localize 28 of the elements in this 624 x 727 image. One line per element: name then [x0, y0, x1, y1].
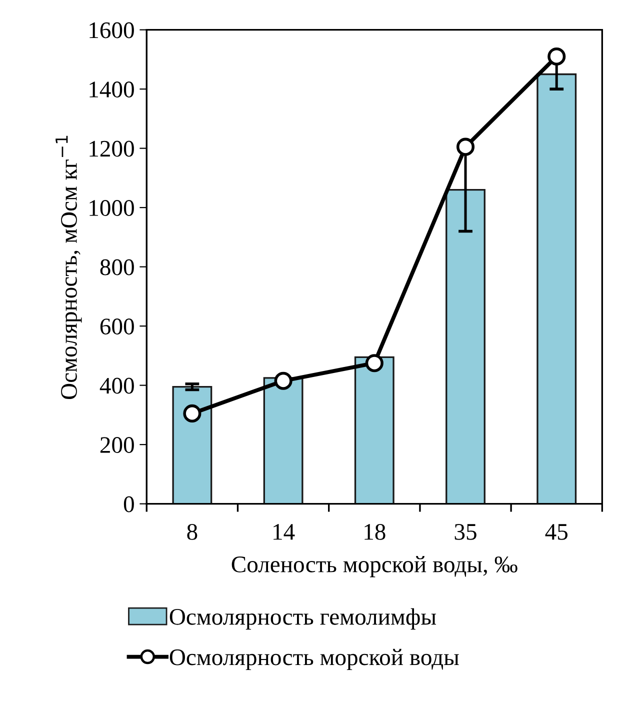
- y-tick-label: 200: [100, 437, 134, 453]
- y-tick-label: 1600: [90, 22, 134, 38]
- point: [274, 372, 292, 390]
- legend-label: Осмолярность морской воды: [170, 648, 459, 670]
- y-tick-label: 600: [100, 318, 134, 334]
- x-tick-label: 14: [274, 524, 295, 540]
- legend-label: Осмолярность гемолимфы: [170, 608, 436, 630]
- x-tick-label: 8: [187, 524, 198, 540]
- bar: [263, 377, 304, 504]
- point: [548, 47, 566, 66]
- bar: [536, 73, 577, 504]
- y-tick-label: 1400: [90, 82, 134, 98]
- y-tick-label: 800: [100, 259, 134, 276]
- y-axis-title: Осмолярность, мОсм кг$^{−1}$: [56, 136, 82, 400]
- x-tick-label: 45: [545, 524, 568, 540]
- y-tick-label: 1000: [90, 200, 134, 216]
- y-tick-label: 400: [100, 378, 134, 394]
- x-axis-title: Соленость морской воды, ‰: [232, 556, 518, 578]
- bar: [354, 356, 394, 504]
- point: [365, 354, 384, 372]
- x-tick-label: 18: [364, 524, 386, 540]
- y-tick-label: 0: [124, 496, 134, 512]
- point: [456, 138, 475, 156]
- x-tick-label: 35: [454, 524, 476, 540]
- y-tick-label: 1200: [90, 140, 134, 157]
- bar: [172, 386, 212, 504]
- bar: [446, 188, 486, 504]
- point: [183, 404, 202, 422]
